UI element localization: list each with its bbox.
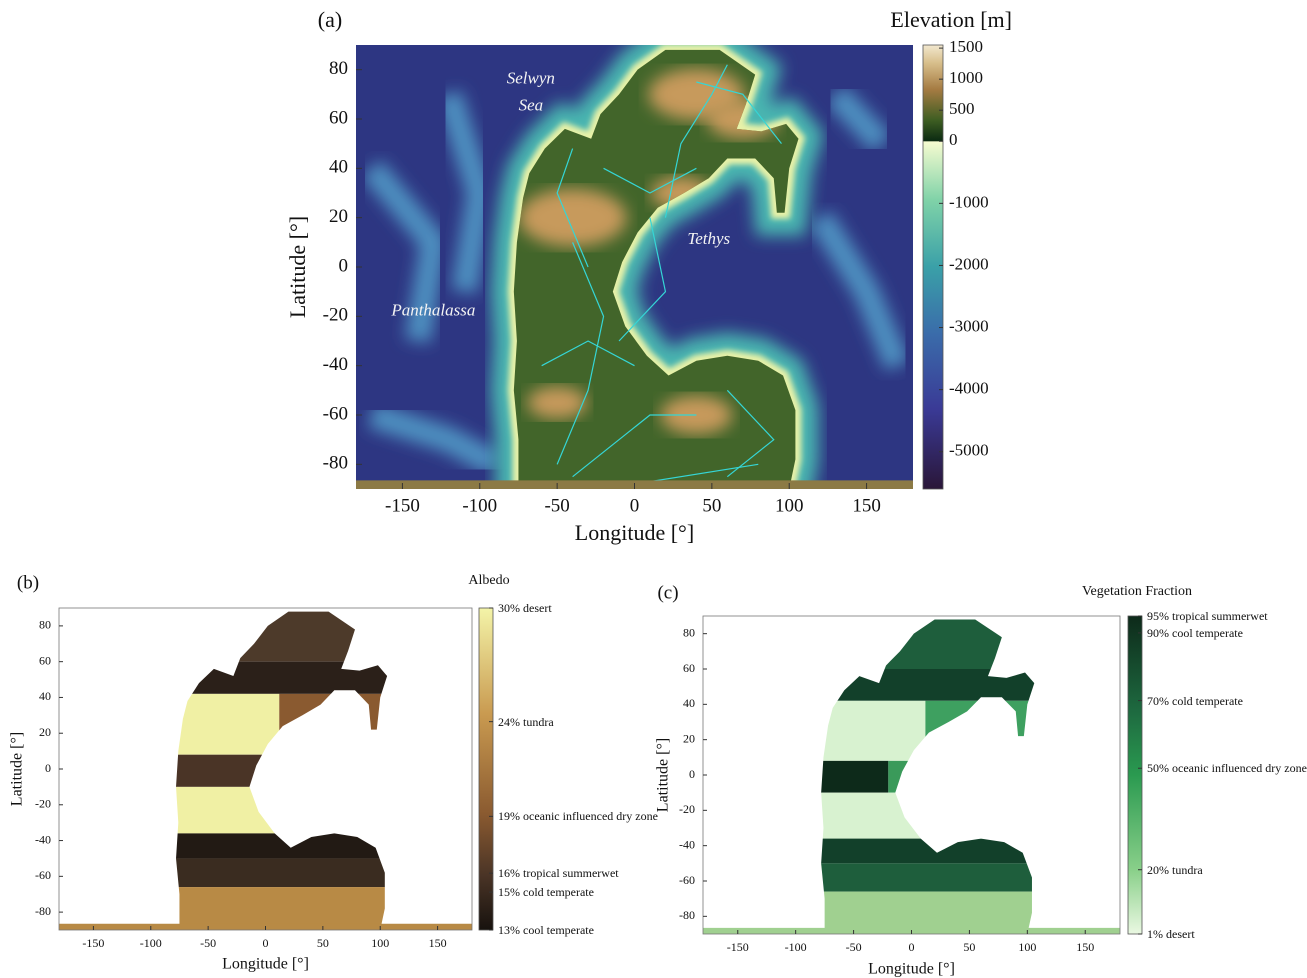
y-tick-label: 80 bbox=[683, 625, 695, 639]
figure: -150 -100 -50 0 50 100 150 -80 -60 -40 -20 0 20 40 60 8… bbox=[0, 0, 1307, 978]
y-tick-label: -60 bbox=[35, 868, 51, 882]
colorbar-tick-label: 70% cold temperate bbox=[1147, 694, 1307, 708]
colorbar-tick-label: -4000 bbox=[949, 379, 989, 398]
y-tick-label: 20 bbox=[329, 206, 348, 227]
colorbar-tick-label: -2000 bbox=[949, 254, 989, 273]
x-tick-label: 0 bbox=[630, 495, 640, 516]
x-tick-label: 100 bbox=[371, 936, 389, 950]
colorbar-tick-label: 24% tundra bbox=[498, 715, 675, 729]
y-tick-label: 20 bbox=[683, 731, 695, 745]
x-tick-label: -100 bbox=[462, 495, 497, 516]
colorbar-tick-label: -1000 bbox=[949, 192, 989, 211]
x-tick-label: -150 bbox=[727, 940, 749, 954]
x-tick-label: -100 bbox=[140, 936, 162, 950]
x-tick-label: -150 bbox=[385, 495, 420, 516]
annotation: Panthalassa bbox=[390, 300, 475, 319]
x-tick-label: -50 bbox=[200, 936, 216, 950]
colorbar-tick-label: 0 bbox=[949, 130, 958, 149]
colorbar-tick-label: 500 bbox=[949, 99, 975, 118]
annotation: Tethys bbox=[687, 229, 730, 248]
colorbar-tick-label: 1500 bbox=[949, 37, 983, 56]
highland bbox=[519, 189, 627, 247]
y-tick-label: 80 bbox=[329, 58, 348, 79]
y-tick-label: 60 bbox=[39, 653, 51, 667]
panel-label: (b) bbox=[17, 572, 39, 593]
y-tick-label: -20 bbox=[679, 802, 695, 816]
colorbar-title: Vegetation Fraction bbox=[1082, 584, 1192, 599]
x-tick-label: 100 bbox=[775, 495, 804, 516]
y-tick-label: 40 bbox=[329, 157, 348, 178]
colorbar-tick-label: 50% oceanic influenced dry zone bbox=[1147, 761, 1307, 775]
x-axis-label: Longitude [°] bbox=[222, 956, 309, 973]
y-tick-label: -60 bbox=[323, 403, 348, 424]
y-tick-label: 0 bbox=[689, 767, 695, 781]
y-tick-label: 0 bbox=[339, 255, 349, 276]
colorbar-tick-label: 15% cold temperate bbox=[498, 885, 675, 899]
x-tick-label: 150 bbox=[1076, 940, 1094, 954]
y-tick-label: -80 bbox=[35, 904, 51, 918]
y-tick-label: -80 bbox=[679, 908, 695, 922]
y-tick-label: 0 bbox=[45, 761, 51, 775]
x-axis-label: Longitude [°] bbox=[868, 961, 955, 978]
y-tick-label: -40 bbox=[35, 832, 51, 846]
y-tick-label: -60 bbox=[679, 873, 695, 887]
colorbar-tick-label: 20% tundra bbox=[1147, 863, 1307, 877]
x-tick-label: 0 bbox=[909, 940, 915, 954]
colorbar-tick-label: -5000 bbox=[949, 441, 989, 460]
colorbar bbox=[479, 608, 493, 930]
x-tick-label: 50 bbox=[963, 940, 975, 954]
y-axis-label: Latitude [°] bbox=[9, 732, 26, 806]
y-tick-label: 20 bbox=[39, 725, 51, 739]
x-axis-label: Longitude [°] bbox=[575, 520, 694, 545]
x-tick-label: -150 bbox=[82, 936, 104, 950]
y-tick-label: 60 bbox=[329, 107, 348, 128]
colorbar bbox=[923, 45, 943, 489]
panel-label: (a) bbox=[318, 7, 342, 32]
x-tick-label: -50 bbox=[846, 940, 862, 954]
colorbar-tick-label: 1000 bbox=[949, 68, 983, 87]
colorbar bbox=[1128, 616, 1142, 934]
y-tick-label: -40 bbox=[323, 354, 348, 375]
y-tick-label: -80 bbox=[323, 453, 348, 474]
colorbar-tick-label: 16% tropical summerwet bbox=[498, 866, 675, 880]
colorbar-tick-label: 1% desert bbox=[1147, 927, 1307, 941]
colorbar-title: Albedo bbox=[468, 573, 509, 588]
map bbox=[356, 45, 913, 489]
colorbar-tick-label: 30% desert bbox=[498, 601, 675, 615]
x-tick-label: 150 bbox=[429, 936, 447, 950]
colorbar-tick-label: 95% tropical summerwet bbox=[1147, 609, 1307, 623]
figure-canvas: -150 -100 -50 0 50 100 150 -80 -60 -40 -20 0 20 40 60 8… bbox=[0, 0, 1307, 978]
colorbar-title: Elevation [m] bbox=[890, 7, 1012, 32]
map bbox=[703, 616, 1120, 934]
y-axis-label: Latitude [°] bbox=[285, 216, 310, 318]
x-tick-label: -100 bbox=[785, 940, 807, 954]
x-tick-label: -50 bbox=[544, 495, 569, 516]
colorbar-tick-label: 13% cool temperate bbox=[498, 923, 675, 937]
x-tick-label: 50 bbox=[702, 495, 721, 516]
x-tick-label: 150 bbox=[852, 495, 881, 516]
map bbox=[59, 608, 472, 930]
annotation: Sea bbox=[519, 96, 544, 115]
y-tick-label: 40 bbox=[683, 696, 695, 710]
colorbar-tick-label: 90% cool temperate bbox=[1147, 626, 1307, 640]
colorbar-tick-label: 19% oceanic influenced dry zone bbox=[498, 809, 675, 823]
x-tick-label: 100 bbox=[1018, 940, 1036, 954]
y-tick-label: 40 bbox=[39, 689, 51, 703]
y-tick-label: 80 bbox=[39, 618, 51, 632]
x-tick-label: 50 bbox=[317, 936, 329, 950]
y-tick-label: -20 bbox=[323, 305, 348, 326]
annotation: Selwyn bbox=[507, 68, 555, 87]
y-tick-label: -40 bbox=[679, 837, 695, 851]
y-tick-label: -20 bbox=[35, 797, 51, 811]
y-tick-label: 60 bbox=[683, 661, 695, 675]
x-tick-label: 0 bbox=[263, 936, 269, 950]
colorbar-tick-label: -3000 bbox=[949, 316, 989, 335]
y-axis-label: Latitude [°] bbox=[655, 738, 672, 812]
